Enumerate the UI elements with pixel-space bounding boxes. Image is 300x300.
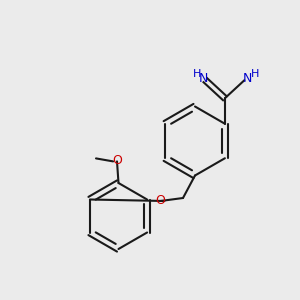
Text: O: O bbox=[156, 194, 165, 208]
Text: H: H bbox=[193, 69, 201, 79]
Text: H: H bbox=[251, 69, 259, 79]
Text: N: N bbox=[243, 72, 252, 85]
Text: N: N bbox=[198, 72, 208, 85]
Text: O: O bbox=[112, 154, 122, 167]
